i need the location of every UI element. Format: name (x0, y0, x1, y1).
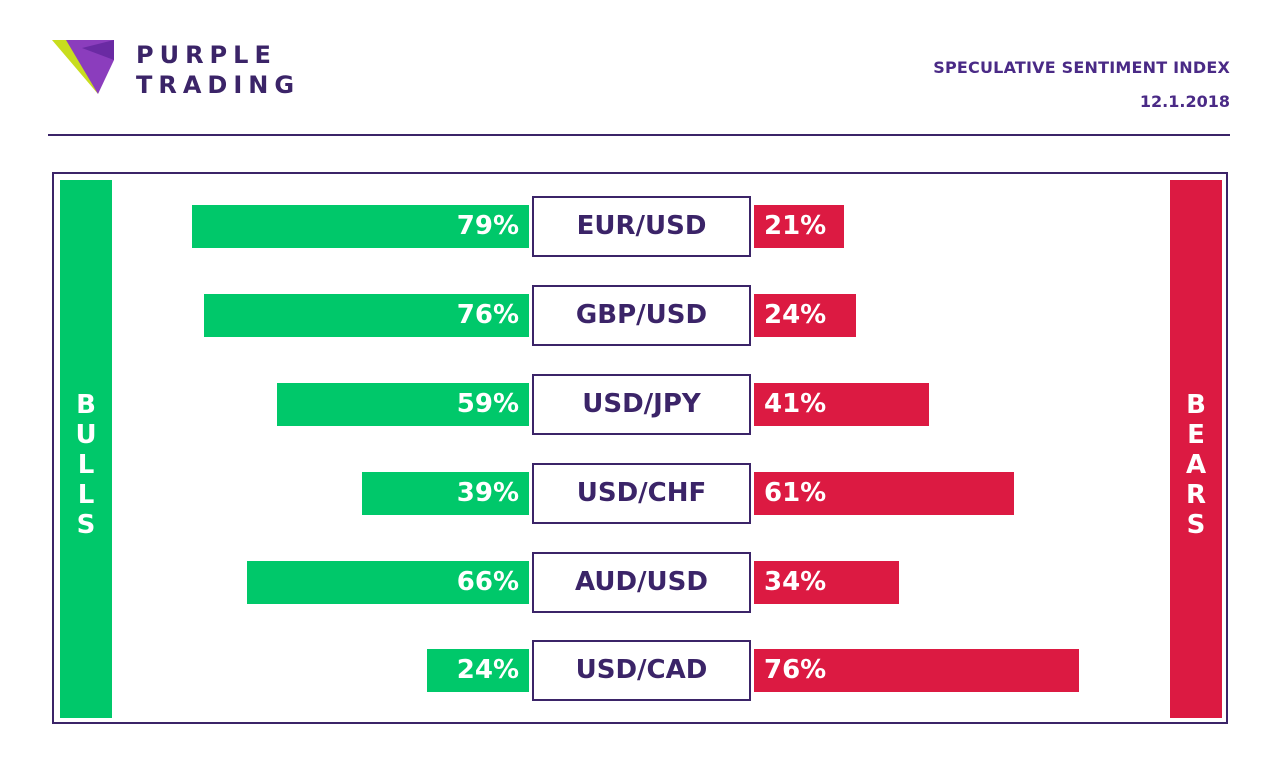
bulls-label: B U L L S (60, 390, 112, 540)
brand-logo: PURPLE TRADING (52, 40, 312, 110)
header-divider (48, 134, 1230, 136)
currency-pair-label: USD/CHF (532, 463, 751, 524)
brand-name-line-2: TRADING (136, 71, 301, 99)
bulls-bar: 66% (247, 561, 529, 604)
sentiment-row: 59% USD/JPY 41% (54, 374, 1226, 436)
bulls-letter: B (76, 390, 96, 420)
bears-letter: S (1186, 510, 1206, 540)
sentiment-row: 66% AUD/USD 34% (54, 552, 1226, 614)
bears-letter: B (1186, 390, 1206, 420)
sentiment-row: 24% USD/CAD 76% (54, 640, 1226, 702)
bulls-letter: L (77, 450, 95, 480)
currency-pair-label: AUD/USD (532, 552, 751, 613)
bears-bar: 24% (754, 294, 856, 337)
bears-side-bar: B E A R S (1170, 180, 1222, 718)
currency-pair-label: EUR/USD (532, 196, 751, 257)
brand-name-line-1: PURPLE (136, 41, 277, 69)
bulls-side-bar: B U L L S (60, 180, 112, 718)
sentiment-row: 76% GBP/USD 24% (54, 285, 1226, 347)
purple-trading-logo-icon (52, 40, 114, 94)
bulls-letter: S (76, 510, 96, 540)
bears-bar: 21% (754, 205, 844, 248)
bears-bar: 61% (754, 472, 1014, 515)
sentiment-chart: B U L L S B E A R S 79% EUR/USD 21% 76% GBP/… (52, 172, 1228, 724)
bulls-bar: 79% (192, 205, 529, 248)
report-date: 12.1.2018 (1139, 92, 1230, 111)
bears-letter: A (1185, 450, 1207, 480)
bulls-bar: 39% (362, 472, 529, 515)
bulls-bar: 59% (277, 383, 529, 426)
bulls-letter: L (77, 480, 95, 510)
bulls-bar: 76% (204, 294, 529, 337)
bears-bar: 34% (754, 561, 899, 604)
bears-label: B E A R S (1170, 390, 1222, 540)
currency-pair-label: USD/JPY (532, 374, 751, 435)
bulls-letter: U (75, 420, 97, 450)
bears-letter: E (1187, 420, 1205, 450)
report-title: SPECULATIVE SENTIMENT INDEX (933, 58, 1230, 77)
bears-bar: 41% (754, 383, 929, 426)
bears-letter: R (1185, 480, 1207, 510)
currency-pair-label: GBP/USD (532, 285, 751, 346)
sentiment-row: 39% USD/CHF 61% (54, 463, 1226, 525)
currency-pair-label: USD/CAD (532, 640, 751, 701)
bears-bar: 76% (754, 649, 1079, 692)
bulls-bar: 24% (427, 649, 529, 692)
sentiment-row: 79% EUR/USD 21% (54, 196, 1226, 258)
